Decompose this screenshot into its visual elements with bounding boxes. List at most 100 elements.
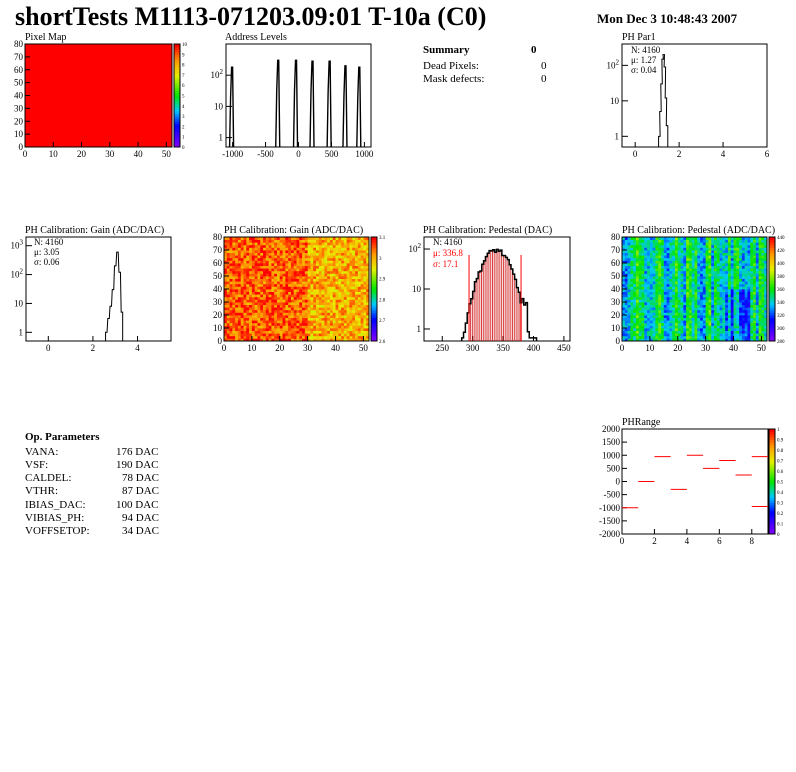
ph-gain-map-cell [304,320,309,324]
ph-pedestal-map-cell [733,276,737,279]
ph-pedestal-map-cell [755,278,760,282]
ph-gain-map-cell [271,325,275,329]
ph-pedestal-map-cell [666,322,670,326]
ph-pedestal-map-cell [641,239,645,243]
ph-pedestal-map-cell [730,263,734,266]
ph-pedestal-map-cell [725,294,729,298]
ph-gain-map-cell [226,289,230,292]
pixel-map-xtick-label: 10 [49,149,59,159]
ph-pedestal-map-cell [647,286,651,290]
ph-gain-map-cell [293,330,297,334]
ph-gain-map-cell [363,307,367,311]
ph-gain-map-cell [321,263,325,266]
ph-pedestal-map-cell [680,250,684,253]
ph-gain-map-cell [257,268,261,272]
ph-pedestal-map-cells [622,237,768,342]
ph-pedestal-map-cell [655,291,659,295]
ph-gain-map-cell [254,299,258,303]
ph-gain-map-cell [246,286,250,290]
ph-gain-map-cell [307,247,311,251]
ph-pedestal-map-cell [638,299,642,303]
pixel-map-palette-cell [174,131,180,135]
ph-pedestal-map-cell [655,270,659,274]
ph-gain-map-cell [276,244,281,248]
ph-gain-map-cell [318,278,322,282]
ph-pedestal-map-cell [753,304,757,308]
ph-gain-map-cell [321,299,325,303]
ph-pedestal-map-cell [716,307,720,311]
ph-pedestal-map-cell [730,242,734,246]
ph-gain-map-cell [329,237,334,240]
ph-gain-map-cell [310,296,314,300]
ph-gain-map-cell [224,281,228,285]
ph-gain-map-cell [257,304,261,308]
ph-pedestal-map-cell [633,247,637,251]
ph-gain-map-cell [271,322,275,326]
ph-pedestal-map-cell [677,291,681,295]
ph-pedestal-map-cell [672,276,676,279]
ph-pedestal-map-cell [638,294,642,298]
ph-gain-map-cell [293,263,297,266]
ph-pedestal-map-cell [741,244,746,248]
ph-gain-map-cell [321,307,325,311]
ph-gain-map-cell [360,265,364,269]
ph-gain-map-cell [335,286,339,290]
ph-gain-map-cell [355,302,359,305]
ph-pedestal-map-cell [741,237,746,240]
ph-pedestal-map-cell [691,242,695,246]
ph-gain-map-cell [226,260,230,264]
ph-gain-map-cell [282,338,286,342]
ph-pedestal-map-cell [644,286,648,290]
ph-pedestal-map-cell [755,242,760,246]
ph-pedestal-map-cell [755,315,760,318]
ph-pedestal-map-cell [764,309,768,313]
ph-gain-map-cell [318,247,322,251]
ph-pedestal-map-cell [736,309,740,313]
ph-gain-map-cell [246,263,250,266]
ph-pedestal-map-cell [674,286,679,290]
ph-gain-map-cell [349,294,353,298]
ph-pedestal-map-cell [633,320,637,324]
ph-gain-map-cell [290,239,295,243]
ph-gain-map-cell [276,270,281,274]
ph-gain-map-cell [349,302,353,305]
ph-gain-map-cell [302,289,306,292]
ph-gain-map-cell [310,291,314,295]
ph-gain-map-cell [249,273,253,277]
ph-gain-map-cell [263,328,267,331]
ph-pedestal-map-cell [744,289,748,292]
ph-gain-map-cell [285,289,289,292]
ph-gain-map-cell [271,299,275,303]
ph-pedestal-map-cell [624,286,628,290]
ph-pedestal-map-cell [622,338,626,342]
ph-pedestal-map-cell [705,281,709,285]
ph-gain-map-cell [321,265,325,269]
ph-gain-map-cell [243,244,247,248]
ph-pedestal-map-cell [755,283,760,287]
ph-pedestal-map-cell [764,281,768,285]
ph-gain-map-cell [307,273,311,277]
ph-pedestal-map-cell [677,338,681,342]
ph-gain-hist-ytick-label: 102 [11,268,24,280]
ph-pedestal-map-cell [630,322,634,326]
ph-gain-map-cell [307,304,311,308]
ph-gain-map-cell [299,273,303,277]
ph-pedestal-map-cell [700,294,704,298]
ph-pedestal-map-cell [708,270,712,274]
ph-range-palette-cell [769,429,775,433]
ph-gain-map-cell [249,255,253,259]
ph-gain-map-cell [324,281,328,285]
ph-gain-map-cell [324,250,328,253]
ph-pedestal-map-cell [630,244,634,248]
ph-pedestal-map-cell [655,286,659,290]
ph-gain-map-cell [279,315,283,318]
ph-pedestal-map-cell [658,325,662,329]
ph-pedestal-map-cell [727,273,732,277]
ph-gain-map-cell [290,286,295,290]
ph-pedestal-map-cell [663,244,668,248]
ph-gain-map-cell [316,333,320,337]
pixel-map-palette-cell [174,103,180,107]
ph-pedestal-map-cell [694,317,698,321]
ph-gain-map-cell [329,244,334,248]
ph-gain-map-cell [360,276,364,279]
